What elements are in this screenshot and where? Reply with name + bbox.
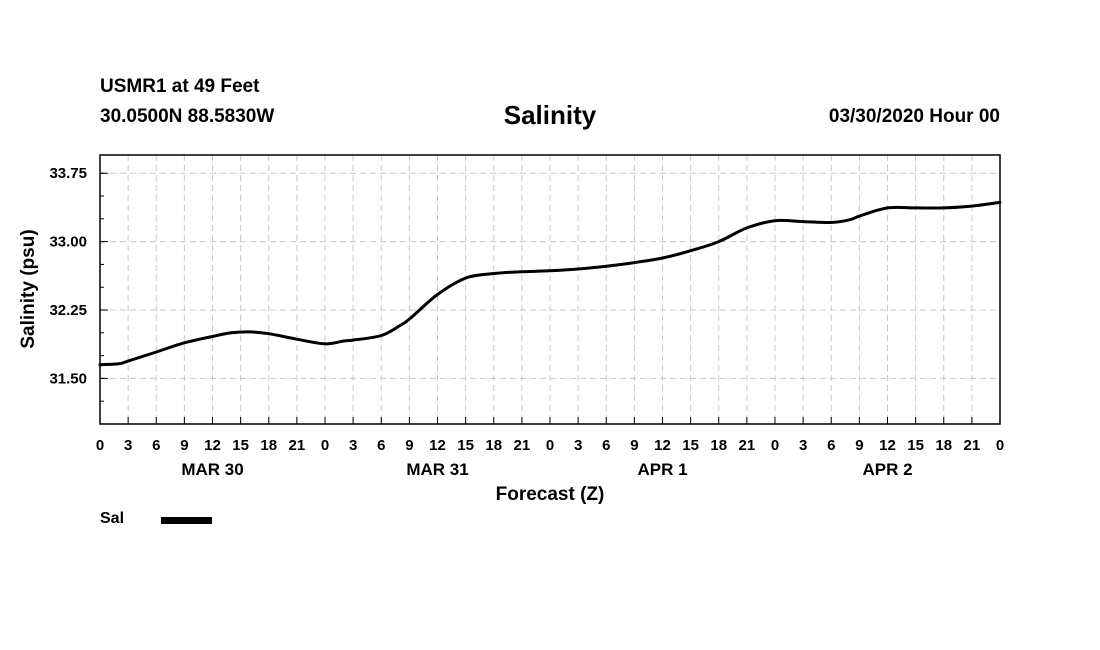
x-axis: 0 3 6 9 12 15 18 21 0 3 6 9 12 15 18 21 0 3 6 9 12 15 18 21 0 3 6 9… (96, 417, 1004, 479)
x-axis-label: Forecast (Z) (496, 484, 605, 505)
x-tick-label: 9 (180, 437, 188, 454)
y-tick-label: 33.00 (49, 234, 87, 251)
x-tick-label: 18 (710, 437, 727, 454)
x-tick-label: 21 (289, 437, 306, 454)
x-date-label: MAR 30 (181, 460, 243, 479)
station-name: USMR1 at 49 Feet (100, 76, 260, 97)
x-tick-label: 9 (405, 437, 413, 454)
grid-lines (100, 155, 1000, 424)
legend-label: Sal (100, 510, 125, 527)
series-line-sal (98, 200, 1002, 367)
x-tick-label: 3 (349, 437, 357, 454)
x-tick-label: 9 (630, 437, 638, 454)
x-tick-label: 3 (124, 437, 132, 454)
x-tick-label: 18 (935, 437, 952, 454)
x-tick-label: 6 (152, 437, 160, 454)
chart-title: Salinity (503, 100, 597, 130)
x-tick-label: 15 (232, 437, 249, 454)
x-tick-label: 15 (682, 437, 699, 454)
x-tick-label: 12 (429, 437, 446, 454)
x-tick-label: 6 (827, 437, 835, 454)
x-tick-label: 0 (546, 437, 554, 454)
x-date-label: APR 1 (637, 460, 687, 479)
y-axis: 31.50 32.25 33.00 33.75 (49, 165, 108, 402)
x-tick-label: 0 (96, 437, 104, 454)
y-axis-label: Salinity (psu) (18, 229, 39, 348)
x-tick-label: 15 (457, 437, 474, 454)
x-tick-label: 15 (907, 437, 924, 454)
x-tick-label: 3 (574, 437, 582, 454)
x-tick-label: 12 (879, 437, 896, 454)
x-tick-label: 6 (377, 437, 385, 454)
x-date-label: MAR 31 (406, 460, 468, 479)
series-layer (98, 200, 1002, 367)
x-tick-label: 18 (260, 437, 277, 454)
x-tick-label: 9 (855, 437, 863, 454)
x-tick-label: 0 (771, 437, 779, 454)
station-coordinates: 30.0500N 88.5830W (100, 106, 275, 127)
x-tick-label: 12 (654, 437, 671, 454)
x-tick-label: 0 (996, 437, 1004, 454)
x-date-label: APR 2 (862, 460, 912, 479)
x-tick-label: 6 (602, 437, 610, 454)
legend-swatch (161, 517, 212, 524)
x-tick-label: 3 (799, 437, 807, 454)
forecast-datetime: 03/30/2020 Hour 00 (828, 106, 1000, 127)
x-tick-label: 21 (514, 437, 531, 454)
x-tick-label: 21 (739, 437, 756, 454)
y-tick-label: 32.25 (49, 302, 87, 319)
y-tick-label: 33.75 (49, 165, 87, 182)
x-tick-label: 12 (204, 437, 221, 454)
x-tick-label: 18 (485, 437, 502, 454)
x-tick-label: 21 (964, 437, 981, 454)
x-tick-label: 0 (321, 437, 329, 454)
y-tick-label: 31.50 (49, 370, 87, 387)
